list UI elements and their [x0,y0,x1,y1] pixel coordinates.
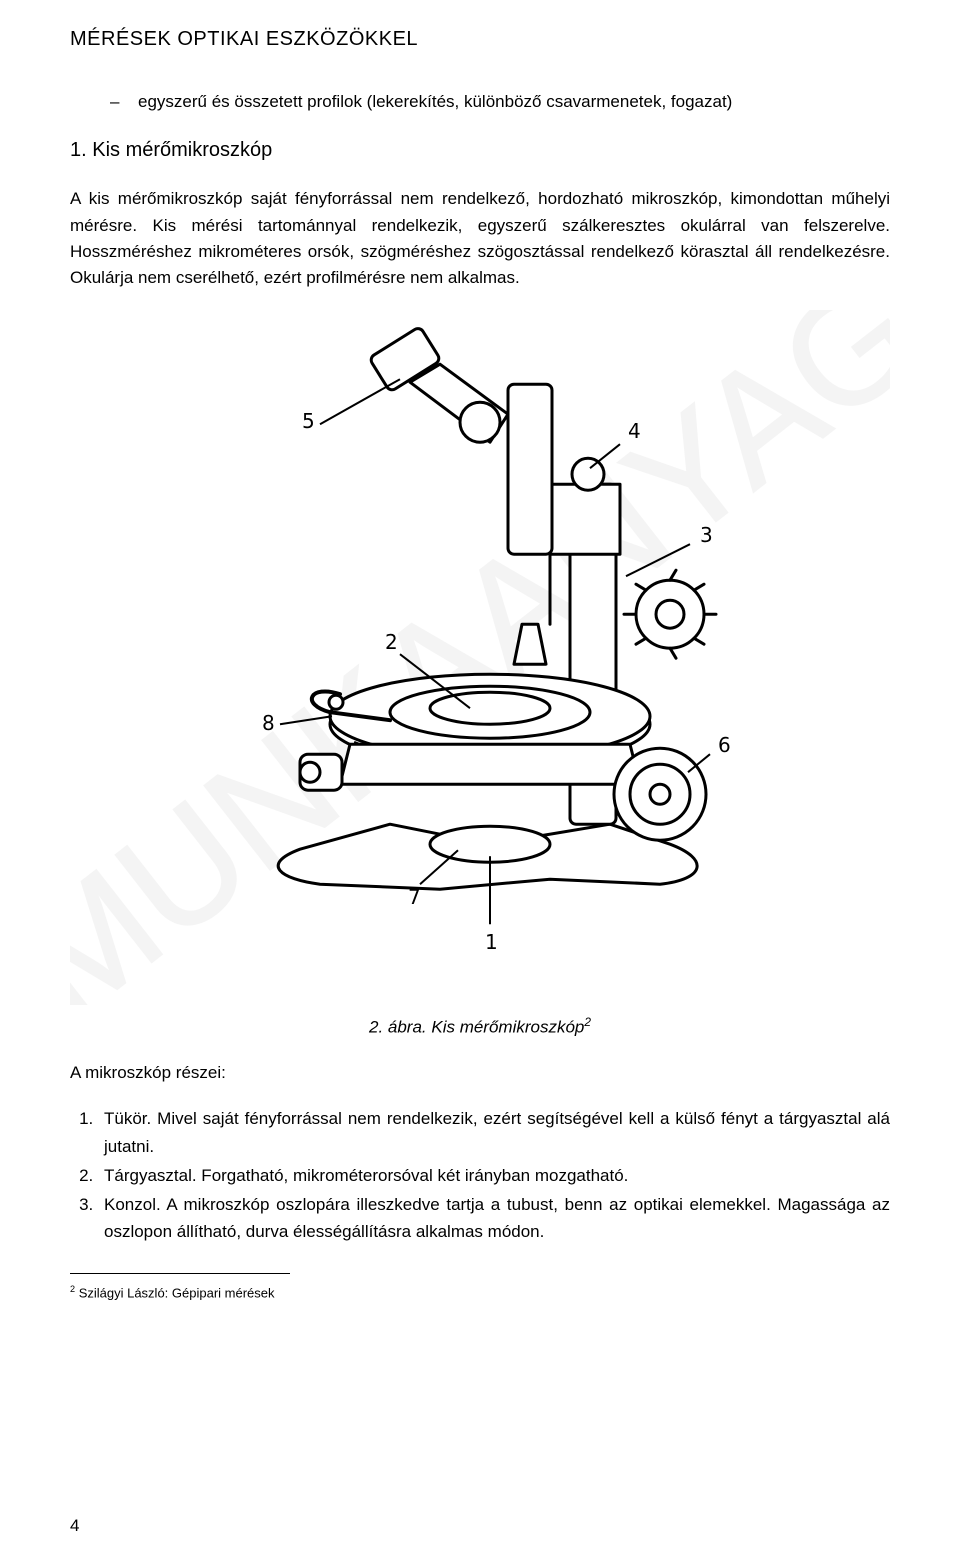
footnote-mark: 2 [70,1284,75,1294]
figure-2: MUNKAANYAG [70,310,890,1005]
footnote-text: Szilágyi László: Gépipari mérések [79,1286,275,1301]
footnote: 2 Szilágyi László: Gépipari mérések [70,1284,890,1300]
parts-item-2: Tárgyasztal. Forgatható, mikrométerorsóv… [98,1162,890,1189]
callout-4: 4 [628,419,641,443]
footnote-rule [70,1273,290,1274]
microscope-diagram: 1 2 3 4 5 6 7 8 [190,324,770,964]
callout-6: 6 [718,733,731,757]
parts-subheading: A mikroszkóp részei: [70,1063,890,1083]
callout-5: 5 [302,409,315,433]
clamp-knob [329,695,343,709]
figure-caption: 2. ábra. Kis mérőmikroszkóp2 [70,1015,890,1038]
page-number: 4 [70,1516,79,1536]
intro-paragraph: A kis mérőmikroszkóp saját fényforrással… [70,186,890,291]
callout-7: 7 [408,885,421,909]
wheel-right [614,748,706,840]
parts-list: Tükör. Mivel saját fényforrással nem ren… [70,1105,890,1245]
profile-bullet: – egyszerű és összetett profilok (lekere… [110,89,890,115]
page: MÉRÉSEK OPTIKAI ESZKÖZÖKKEL – egyszerű é… [0,0,960,1554]
bullet-dash: – [110,89,138,115]
caption-text: 2. ábra. Kis mérőmikroszkóp [369,1017,584,1036]
bullet-text: egyszerű és összetett profilok (lekerekí… [138,89,732,115]
objective [514,624,546,664]
callout-2: 2 [385,630,398,654]
caption-footnote-mark: 2 [584,1015,591,1029]
stage-base [340,744,640,784]
page-header: MÉRÉSEK OPTIKAI ESZKÖZÖKKEL [70,28,890,51]
callout-8: 8 [262,711,275,735]
callout-1: 1 [485,930,498,954]
coarse-knob [624,570,716,658]
callout-3: 3 [700,523,713,547]
micrometer-left [300,754,342,790]
parts-item-1: Tükör. Mivel saját fényforrással nem ren… [98,1105,890,1159]
section-heading: 1. Kis mérőmikroszkóp [70,139,890,162]
parts-item-3: Konzol. A mikroszkóp oszlopára illeszked… [98,1191,890,1245]
fine-knob [572,458,604,490]
tube [508,384,552,554]
